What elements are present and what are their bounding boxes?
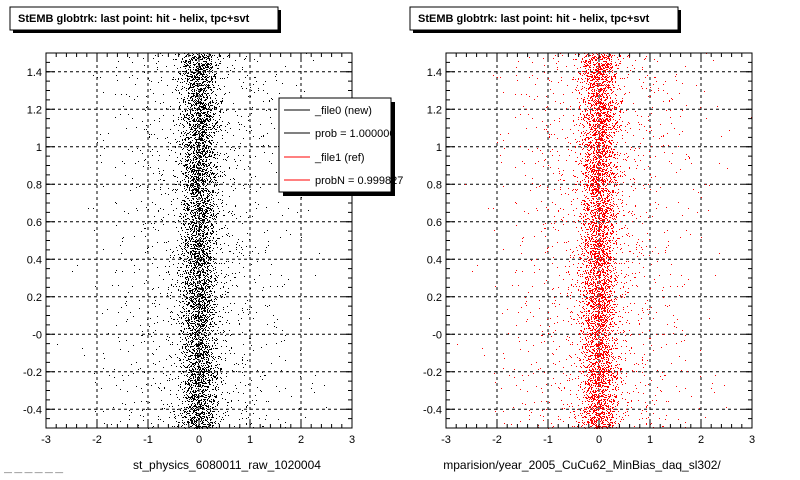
x-tick-label: 0 bbox=[196, 434, 202, 446]
legend-entry: _file1 (ref) bbox=[284, 152, 365, 164]
x-tick-label: 3 bbox=[349, 434, 355, 446]
right-x-axis-label: mparision/year_2005_CuCu62_MinBias_daq_s… bbox=[443, 458, 721, 472]
y-tick-label: 1.4 bbox=[427, 67, 442, 79]
legend: _file0 (new) prob = 1.000000 _file1 (ref… bbox=[278, 97, 403, 196]
y-tick-label: -0.4 bbox=[23, 404, 42, 416]
y-tick-label: 0.8 bbox=[27, 179, 42, 191]
x-tick-label: 2 bbox=[698, 434, 704, 446]
right-ticks: -3 -2 -1 0 1 2 3 -0.4 -0.2 -0 0.2 0.4 0.6 0.8 1 1.2 1.4 bbox=[423, 52, 755, 446]
y-tick-label: 1 bbox=[36, 142, 42, 154]
x-tick-label: 1 bbox=[647, 434, 653, 446]
x-tick-label: 3 bbox=[749, 434, 755, 446]
legend-box bbox=[278, 97, 392, 193]
y-tick-label: -0 bbox=[32, 329, 42, 341]
footer-text: — — — — — — bbox=[4, 468, 63, 477]
y-tick-label: 0.2 bbox=[427, 292, 442, 304]
legend-entry: probN = 0.999827 bbox=[284, 175, 403, 187]
legend-entry: _file0 (new) bbox=[284, 105, 372, 117]
y-tick-label: 0.4 bbox=[27, 254, 42, 266]
left-x-axis-label: st_physics_6080011_raw_1020004 bbox=[133, 458, 321, 472]
x-tick-label: -1 bbox=[143, 434, 153, 446]
legend-label-0: _file0 (new) bbox=[314, 105, 372, 117]
y-tick-label: 0.8 bbox=[427, 179, 442, 191]
data-points bbox=[57, 53, 352, 429]
legend-label-1: prob = 1.000000 bbox=[315, 128, 395, 140]
y-tick-label: 1 bbox=[436, 142, 442, 154]
y-tick-label: 0.6 bbox=[27, 217, 42, 229]
y-tick-label: -0 bbox=[432, 329, 442, 341]
left-chart-panel: StEMB globtrk: last point: hit - helix, … bbox=[9, 6, 403, 472]
right-chart-title: StEMB globtrk: last point: hit - helix, … bbox=[418, 13, 650, 25]
y-tick-label: 1.2 bbox=[27, 104, 42, 116]
left-ticks: -3 -2 -1 0 1 2 3 -0.4 -0.2 -0 0.2 0.4 0.6 0.8 1 1.2 1.4 bbox=[23, 52, 355, 446]
right-title-box bbox=[409, 6, 679, 31]
legend-label-3: probN = 0.999827 bbox=[315, 175, 403, 187]
legend-entry: prob = 1.000000 bbox=[284, 128, 395, 140]
x-tick-label: -3 bbox=[441, 434, 451, 446]
legend-label-2: _file1 (ref) bbox=[314, 152, 365, 164]
left-chart-title: StEMB globtrk: last point: hit - helix, … bbox=[18, 13, 250, 25]
y-tick-label: 1.4 bbox=[27, 67, 42, 79]
right-scatter-points bbox=[457, 53, 752, 429]
x-tick-label: -2 bbox=[92, 434, 102, 446]
y-tick-label: 1.2 bbox=[427, 104, 442, 116]
y-tick-label: -0.2 bbox=[23, 367, 42, 379]
y-tick-label: 0.2 bbox=[27, 292, 42, 304]
y-tick-label: 0.4 bbox=[427, 254, 442, 266]
x-tick-label: -2 bbox=[492, 434, 502, 446]
data-points bbox=[457, 53, 752, 429]
left-title-box bbox=[9, 6, 279, 31]
y-tick-label: -0.2 bbox=[423, 367, 442, 379]
x-tick-label: -1 bbox=[543, 434, 553, 446]
x-tick-label: 1 bbox=[247, 434, 253, 446]
x-tick-label: -3 bbox=[41, 434, 51, 446]
y-tick-label: -0.4 bbox=[423, 404, 442, 416]
x-tick-label: 0 bbox=[596, 434, 602, 446]
x-tick-label: 2 bbox=[298, 434, 304, 446]
left-scatter-points bbox=[57, 53, 352, 429]
y-tick-label: 0.6 bbox=[427, 217, 442, 229]
right-chart-panel: StEMB globtrk: last point: hit - helix, … bbox=[409, 6, 755, 472]
